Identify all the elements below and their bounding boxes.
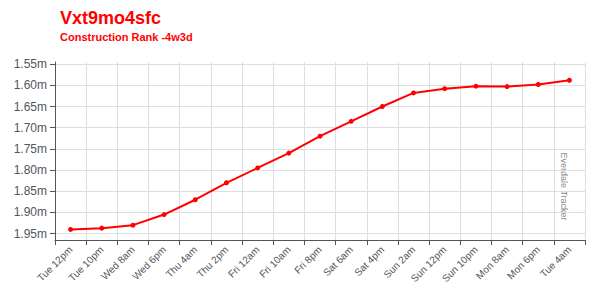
svg-text:Fri 8pm: Fri 8pm [292, 244, 324, 276]
svg-text:1.70m: 1.70m [14, 121, 47, 135]
svg-text:1.85m: 1.85m [14, 184, 47, 198]
svg-text:Fri 10am: Fri 10am [257, 244, 293, 280]
svg-text:Sun 10pm: Sun 10pm [440, 244, 480, 284]
svg-text:Wed 8am: Wed 8am [99, 244, 137, 282]
svg-text:Sun 12pm: Sun 12pm [408, 244, 449, 285]
svg-text:Sun 2am: Sun 2am [381, 244, 418, 281]
svg-text:1.75m: 1.75m [14, 142, 47, 156]
svg-text:Tue 12pm: Tue 12pm [35, 244, 75, 284]
svg-text:Tue 4am: Tue 4am [538, 244, 573, 279]
svg-text:1.55m: 1.55m [14, 57, 47, 71]
svg-text:Thu 2pm: Thu 2pm [195, 244, 231, 280]
svg-text:Wed 6pm: Wed 6pm [130, 244, 168, 282]
svg-text:Sat 4pm: Sat 4pm [352, 244, 387, 279]
svg-text:1.60m: 1.60m [14, 78, 47, 92]
svg-text:Tue 10pm: Tue 10pm [66, 244, 105, 283]
svg-text:Construction Rank -4w3d: Construction Rank -4w3d [60, 31, 193, 43]
svg-text:Thu 4am: Thu 4am [164, 244, 200, 280]
svg-text:Mon 8am: Mon 8am [474, 244, 511, 281]
svg-text:1.65m: 1.65m [14, 100, 47, 114]
svg-text:Vxt9mo4sfc: Vxt9mo4sfc [60, 8, 161, 28]
svg-text:Sat 6am: Sat 6am [321, 244, 355, 278]
svg-text:Fri 12am: Fri 12am [226, 244, 262, 280]
svg-text:Mon 6pm: Mon 6pm [505, 244, 542, 281]
svg-text:Everdale Tracker: Everdale Tracker [559, 153, 569, 221]
svg-text:1.95m: 1.95m [14, 227, 47, 241]
svg-text:1.80m: 1.80m [14, 163, 47, 177]
svg-text:1.90m: 1.90m [14, 205, 47, 219]
